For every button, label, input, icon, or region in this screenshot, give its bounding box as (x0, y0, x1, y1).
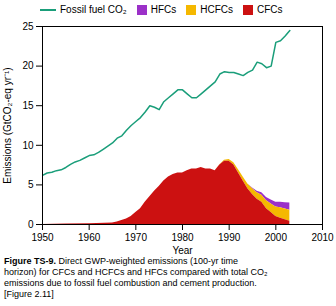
html-text:HCFCs: HCFCs (200, 4, 233, 15)
svg-text:1980: 1980 (171, 232, 194, 243)
svg-text:5: 5 (28, 179, 34, 190)
svg-text:1960: 1960 (78, 232, 101, 243)
svg-text:10: 10 (22, 140, 34, 151)
svg-text:0: 0 (28, 219, 34, 230)
svg-text:2010: 2010 (311, 232, 334, 243)
html-text:HFCs: HFCs (150, 4, 177, 15)
html-text:CFCs: CFCs (257, 4, 283, 15)
html-text:Fossil fuel CO₂: Fossil fuel CO₂ (60, 4, 127, 15)
svg-text:1950: 1950 (31, 232, 54, 243)
svg-text:Year: Year (172, 245, 193, 256)
svg-text:20: 20 (22, 60, 34, 71)
html-text:Figure TS-9. Direct GWP-weight: Figure TS-9. Direct GWP-weighted emissio… (4, 256, 239, 266)
svg-text:25: 25 (22, 21, 34, 32)
html-text:horizon) for CFCs and HCFCs an: horizon) for CFCs and HCFCs and HFCs com… (4, 267, 268, 277)
html-text:[Figure 2.11]: [Figure 2.11] (4, 289, 54, 299)
svg-text:Emissions (GtCO₂-eq yr⁻¹): Emissions (GtCO₂-eq yr⁻¹) (2, 67, 13, 183)
svg-text:2000: 2000 (265, 232, 288, 243)
html-text:emissions due to fossil fuel c: emissions due to fossil fuel combustion … (4, 278, 257, 288)
svg-text:1990: 1990 (218, 232, 241, 243)
svg-text:15: 15 (22, 100, 34, 111)
svg-text:1970: 1970 (125, 232, 148, 243)
